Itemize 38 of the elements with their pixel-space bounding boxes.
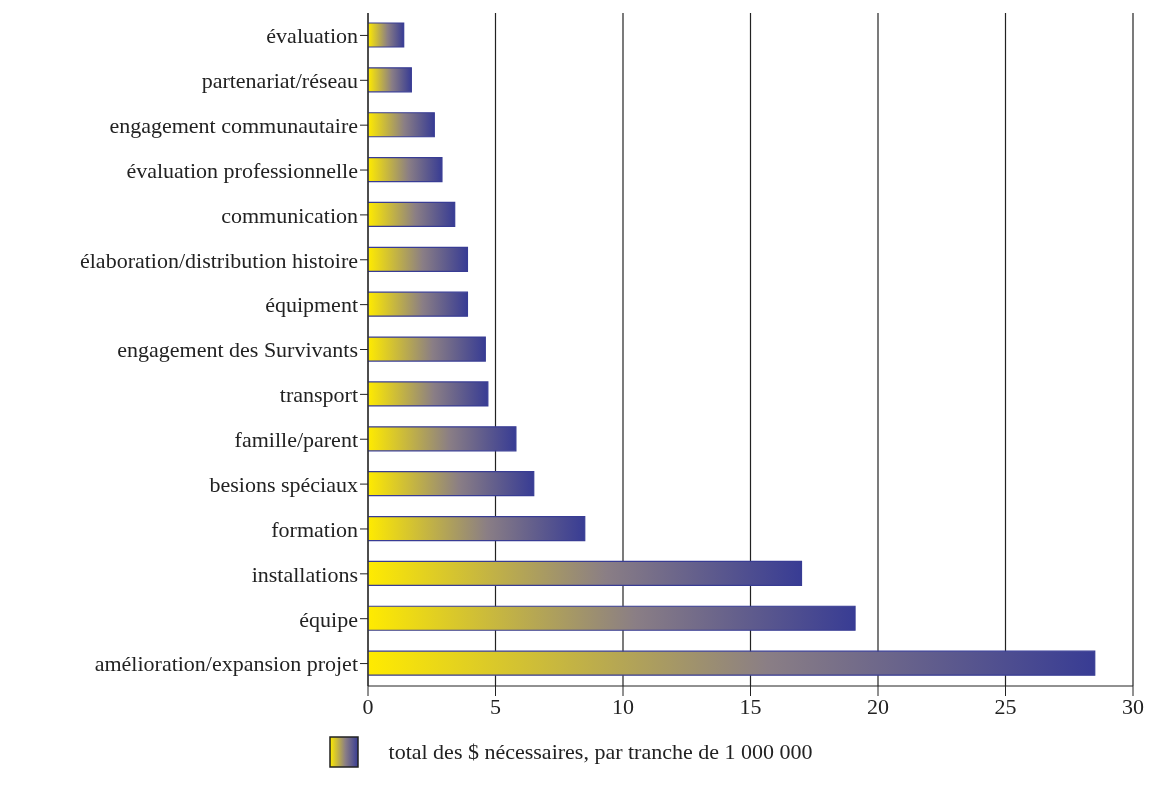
x-tick-label: 5 bbox=[490, 693, 501, 719]
x-tick-label: 0 bbox=[362, 693, 374, 719]
bar bbox=[368, 471, 535, 497]
bar bbox=[368, 291, 469, 317]
bar bbox=[368, 381, 489, 407]
y-tick-label: famille/parent bbox=[234, 427, 358, 453]
y-tick-label: équipe bbox=[299, 606, 358, 632]
bar bbox=[368, 201, 456, 228]
bar bbox=[368, 605, 856, 631]
bar bbox=[368, 112, 435, 138]
bar bbox=[368, 336, 486, 362]
y-tick-label: évaluation bbox=[266, 23, 358, 49]
y-tick-label: engagement des Survivants bbox=[117, 337, 358, 363]
y-tick-label: partenariat/réseau bbox=[201, 68, 358, 94]
bar bbox=[368, 515, 586, 542]
y-tick-label: amélioration/expansion projet bbox=[94, 651, 358, 677]
y-tick-label: évaluation professionnelle bbox=[126, 157, 358, 183]
x-tick-label: 20 bbox=[867, 693, 889, 719]
x-tick-label: 30 bbox=[1122, 693, 1144, 719]
bar bbox=[368, 650, 1096, 676]
bar bbox=[368, 560, 803, 586]
x-tick-label: 25 bbox=[994, 693, 1017, 719]
y-tick-label: installations bbox=[251, 561, 358, 587]
y-tick-label: engagement communautaire bbox=[109, 112, 358, 138]
bar bbox=[368, 246, 469, 272]
bar bbox=[368, 67, 412, 93]
bar bbox=[368, 426, 517, 452]
bar bbox=[368, 22, 405, 48]
y-tick-label: transport bbox=[279, 382, 358, 408]
y-tick-label: élaboration/distribution histoire bbox=[79, 247, 358, 273]
y-tick-label: équipment bbox=[265, 292, 358, 318]
bar bbox=[368, 157, 443, 183]
y-tick-label: besions spéciaux bbox=[209, 471, 358, 497]
y-tick-label: formation bbox=[271, 516, 358, 542]
y-tick-label: communication bbox=[221, 202, 358, 228]
x-tick-label: 10 bbox=[612, 693, 634, 719]
x-tick-label: 15 bbox=[739, 693, 762, 719]
legend-label: total des $ nécessaires, par tranche de 1 000 000 bbox=[388, 739, 813, 765]
